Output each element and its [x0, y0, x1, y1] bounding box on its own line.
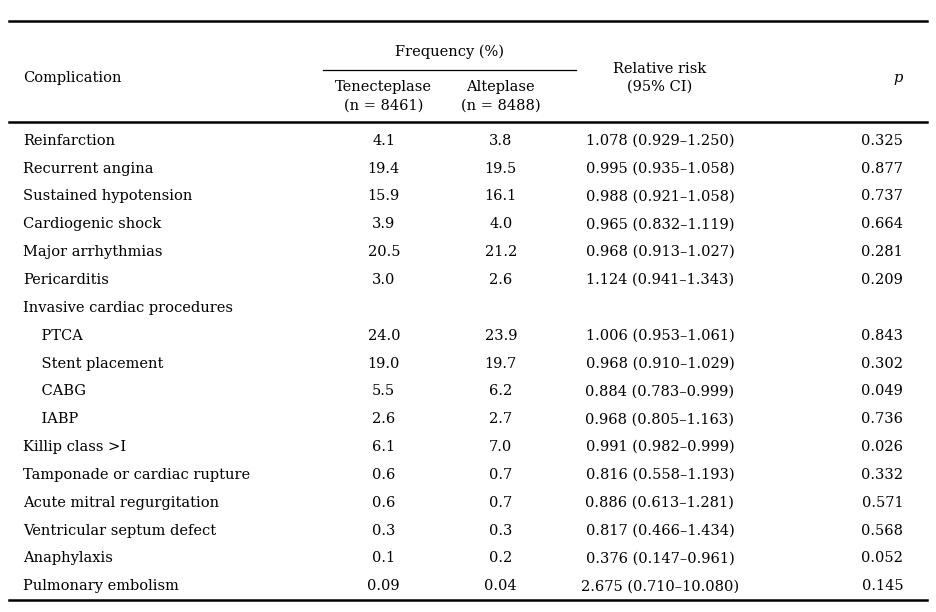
Text: Alteplase
(n = 8488): Alteplase (n = 8488)	[461, 80, 541, 113]
Text: 0.843: 0.843	[861, 329, 903, 343]
Text: 15.9: 15.9	[368, 190, 400, 203]
Text: 19.4: 19.4	[368, 162, 400, 176]
Text: 19.5: 19.5	[485, 162, 517, 176]
Text: Sustained hypotension: Sustained hypotension	[23, 190, 193, 203]
Text: 0.988 (0.921–1.058): 0.988 (0.921–1.058)	[586, 190, 734, 203]
Text: IABP: IABP	[23, 412, 79, 426]
Text: 3.9: 3.9	[373, 217, 395, 231]
Text: 3.0: 3.0	[373, 273, 395, 287]
Text: Relative risk
(95% CI): Relative risk (95% CI)	[613, 62, 707, 94]
Text: 0.968 (0.913–1.027): 0.968 (0.913–1.027)	[586, 245, 734, 259]
Text: 2.6: 2.6	[373, 412, 395, 426]
Text: 0.664: 0.664	[861, 217, 903, 231]
Text: 2.6: 2.6	[490, 273, 512, 287]
Text: 21.2: 21.2	[485, 245, 517, 259]
Text: 0.209: 0.209	[861, 273, 903, 287]
Text: Complication: Complication	[23, 71, 122, 85]
Text: 0.3: 0.3	[490, 524, 512, 537]
Text: Pericarditis: Pericarditis	[23, 273, 110, 287]
Text: 0.026: 0.026	[861, 440, 903, 454]
Text: 0.052: 0.052	[861, 551, 903, 565]
Text: 24.0: 24.0	[368, 329, 400, 343]
Text: 2.7: 2.7	[490, 412, 512, 426]
Text: 0.325: 0.325	[861, 134, 903, 147]
Text: Anaphylaxis: Anaphylaxis	[23, 551, 113, 565]
Text: 0.991 (0.982–0.999): 0.991 (0.982–0.999)	[586, 440, 734, 454]
Text: 20.5: 20.5	[368, 245, 400, 259]
Text: 1.006 (0.953–1.061): 1.006 (0.953–1.061)	[586, 329, 734, 343]
Text: 19.7: 19.7	[485, 357, 517, 370]
Text: 0.877: 0.877	[861, 162, 903, 176]
Text: Pulmonary embolism: Pulmonary embolism	[23, 580, 180, 593]
Text: 0.968 (0.805–1.163): 0.968 (0.805–1.163)	[585, 412, 735, 426]
Text: 0.281: 0.281	[861, 245, 903, 259]
Text: Invasive cardiac procedures: Invasive cardiac procedures	[23, 301, 233, 315]
Text: 2.675 (0.710–10.080): 2.675 (0.710–10.080)	[581, 580, 739, 593]
Text: 0.965 (0.832–1.119): 0.965 (0.832–1.119)	[586, 217, 734, 231]
Text: 0.886 (0.613–1.281): 0.886 (0.613–1.281)	[585, 496, 735, 510]
Text: Ventricular septum defect: Ventricular septum defect	[23, 524, 216, 537]
Text: 0.1: 0.1	[373, 551, 395, 565]
Text: Killip class >I: Killip class >I	[23, 440, 126, 454]
Text: 0.04: 0.04	[485, 580, 517, 593]
Text: 0.884 (0.783–0.999): 0.884 (0.783–0.999)	[585, 384, 735, 398]
Text: 0.2: 0.2	[490, 551, 512, 565]
Text: p: p	[894, 71, 903, 85]
Text: 0.332: 0.332	[861, 468, 903, 482]
Text: 0.302: 0.302	[861, 357, 903, 370]
Text: Stent placement: Stent placement	[23, 357, 164, 370]
Text: Acute mitral regurgitation: Acute mitral regurgitation	[23, 496, 220, 510]
Text: 7.0: 7.0	[490, 440, 512, 454]
Text: 0.6: 0.6	[373, 496, 395, 510]
Text: 0.568: 0.568	[861, 524, 903, 537]
Text: 0.816 (0.558–1.193): 0.816 (0.558–1.193)	[586, 468, 734, 482]
Text: PTCA: PTCA	[23, 329, 83, 343]
Text: 0.049: 0.049	[861, 384, 903, 398]
Text: 0.09: 0.09	[368, 580, 400, 593]
Text: 3.8: 3.8	[490, 134, 512, 147]
Text: Frequency (%): Frequency (%)	[395, 45, 504, 59]
Text: 0.571: 0.571	[862, 496, 903, 510]
Text: 0.6: 0.6	[373, 468, 395, 482]
Text: 0.817 (0.466–1.434): 0.817 (0.466–1.434)	[586, 524, 734, 537]
Text: 1.124 (0.941–1.343): 1.124 (0.941–1.343)	[586, 273, 734, 287]
Text: 0.145: 0.145	[862, 580, 903, 593]
Text: 0.737: 0.737	[861, 190, 903, 203]
Text: 16.1: 16.1	[485, 190, 517, 203]
Text: CABG: CABG	[23, 384, 86, 398]
Text: 6.1: 6.1	[373, 440, 395, 454]
Text: 6.2: 6.2	[490, 384, 512, 398]
Text: 0.376 (0.147–0.961): 0.376 (0.147–0.961)	[586, 551, 734, 565]
Text: Tenecteplase
(n = 8461): Tenecteplase (n = 8461)	[335, 80, 432, 113]
Text: 19.0: 19.0	[368, 357, 400, 370]
Text: 23.9: 23.9	[485, 329, 517, 343]
Text: 1.078 (0.929–1.250): 1.078 (0.929–1.250)	[586, 134, 734, 147]
Text: Recurrent angina: Recurrent angina	[23, 162, 154, 176]
Text: 0.3: 0.3	[373, 524, 395, 537]
Text: 5.5: 5.5	[373, 384, 395, 398]
Text: Tamponade or cardiac rupture: Tamponade or cardiac rupture	[23, 468, 251, 482]
Text: Cardiogenic shock: Cardiogenic shock	[23, 217, 162, 231]
Text: Reinfarction: Reinfarction	[23, 134, 115, 147]
Text: Major arrhythmias: Major arrhythmias	[23, 245, 163, 259]
Text: 0.968 (0.910–1.029): 0.968 (0.910–1.029)	[586, 357, 734, 370]
Text: 4.1: 4.1	[373, 134, 395, 147]
Text: 0.7: 0.7	[490, 496, 512, 510]
Text: 4.0: 4.0	[490, 217, 512, 231]
Text: 0.736: 0.736	[861, 412, 903, 426]
Text: 0.7: 0.7	[490, 468, 512, 482]
Text: 0.995 (0.935–1.058): 0.995 (0.935–1.058)	[586, 162, 734, 176]
